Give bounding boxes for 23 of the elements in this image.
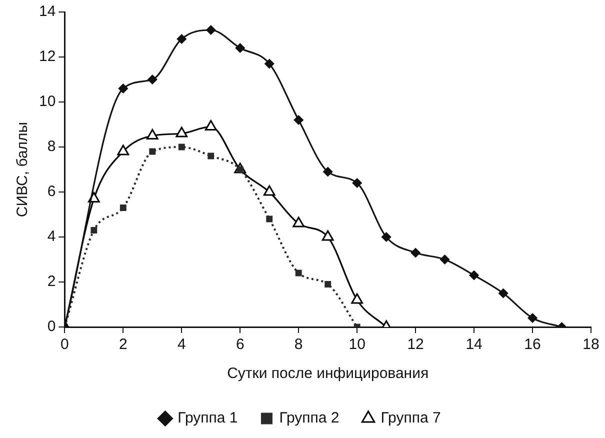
y-tick-label: 6 — [47, 183, 56, 200]
y-tick-label: 4 — [47, 228, 56, 246]
x-tick-label: 10 — [348, 336, 366, 354]
x-tick-label: 8 — [294, 336, 303, 354]
y-tick-label: 10 — [38, 93, 56, 110]
x-axis-title: Сутки после инфицирования — [227, 365, 429, 382]
legend-label: Группа 7 — [380, 410, 441, 427]
x-tick-label: 6 — [236, 336, 244, 354]
y-axis-title: СИВС, баллы — [14, 122, 32, 218]
x-tick-label: 14 — [466, 336, 482, 354]
y-tick-label: 8 — [47, 138, 56, 156]
legend-label: Группа 1 — [178, 410, 238, 427]
y-tick-label: 2 — [47, 273, 56, 290]
y-tick-label: 14 — [38, 3, 56, 20]
y-tick-label: 0 — [47, 318, 56, 336]
x-tick-label: 18 — [582, 336, 600, 354]
x-tick-label: 2 — [118, 336, 128, 354]
x-tick-label: 0 — [60, 336, 69, 354]
x-tick-label: 12 — [407, 336, 424, 354]
x-tick-label: 16 — [524, 336, 541, 354]
x-tick-label: 4 — [177, 336, 186, 354]
y-tick-label: 12 — [38, 48, 56, 66]
legend-label: Группа 2 — [279, 410, 340, 427]
